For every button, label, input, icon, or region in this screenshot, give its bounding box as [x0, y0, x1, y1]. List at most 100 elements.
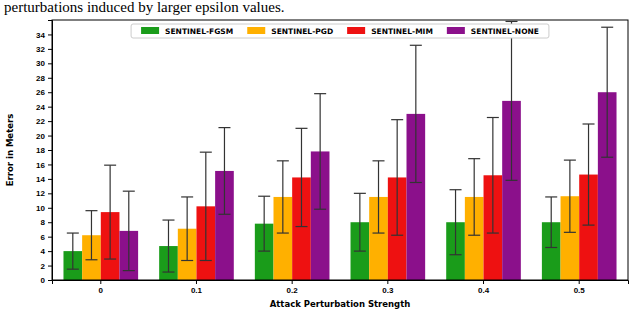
y-tick: 18: [36, 146, 52, 155]
legend-swatch: [247, 27, 265, 34]
y-tick-label: 22: [36, 117, 45, 126]
y-tick: 26: [36, 88, 52, 97]
error-line: [359, 193, 360, 251]
error-cap: [354, 251, 366, 252]
y-tick-mark: [48, 150, 52, 151]
y-tick: 12: [36, 189, 52, 198]
x-axis-title: Attack Perturbation Strength: [270, 299, 411, 309]
series: [119, 21, 616, 280]
error-cap: [277, 232, 289, 233]
legend-swatch: [447, 27, 465, 34]
legend-swatch: [347, 27, 365, 34]
y-tick-mark: [48, 92, 52, 93]
error-bar: [410, 45, 422, 182]
y-tick-label: 14: [36, 175, 45, 184]
error-bar: [277, 161, 289, 233]
y-tick-label: 2: [41, 262, 46, 271]
marks: [63, 21, 616, 280]
x-tick-mark: [579, 280, 580, 284]
error-line: [569, 160, 570, 232]
error-line: [187, 197, 188, 261]
legend-box: [131, 24, 549, 38]
y-axis-title: Error in Meters: [5, 114, 15, 186]
error-cap: [123, 270, 135, 271]
x-tick-mark: [100, 280, 101, 284]
x-tick-label: 0.2: [287, 286, 299, 295]
error-line: [91, 211, 92, 260]
legend-item: SENTINEL-FGSM: [141, 27, 233, 36]
error-cap: [506, 180, 518, 181]
y-tick: 20: [36, 132, 52, 141]
error-line: [415, 45, 416, 182]
error-cap: [450, 189, 462, 190]
error-cap: [468, 235, 480, 236]
x-tick: 0.2: [287, 280, 299, 295]
x-tick: 0.4: [478, 280, 490, 295]
error-bar: [583, 124, 595, 225]
y-tick-label: 16: [36, 161, 45, 170]
error-bar: [468, 159, 480, 236]
error-bar: [450, 190, 462, 255]
error-bar: [564, 160, 576, 232]
error-line: [551, 197, 552, 248]
y-tick-mark: [48, 107, 52, 108]
y-tick-mark: [48, 63, 52, 64]
x-axis: 00.10.20.30.40.5: [53, 280, 629, 295]
y-tick-mark: [48, 222, 52, 223]
y-tick-label: 8: [41, 218, 46, 227]
error-cap: [67, 232, 79, 233]
error-cap: [487, 232, 499, 233]
y-tick-mark: [48, 121, 52, 122]
series: [101, 118, 598, 281]
error-line: [282, 161, 283, 233]
y-tick-mark: [48, 34, 52, 35]
error-bar: [295, 128, 307, 226]
error-cap: [487, 117, 499, 118]
x-tick-mark: [483, 280, 484, 284]
error-line: [397, 120, 398, 236]
error-cap: [314, 93, 326, 94]
error-line: [588, 124, 589, 225]
error-cap: [545, 196, 557, 197]
x-tick-label: 0.5: [574, 286, 586, 295]
error-line: [474, 159, 475, 236]
legend-item: SENTINEL-NONE: [447, 27, 539, 36]
y-tick-mark: [48, 136, 52, 137]
error-cap: [601, 27, 613, 28]
x-tick-label: 0: [99, 286, 104, 295]
y-axis: 0246810121416182022242628303234: [36, 21, 52, 286]
error-line: [301, 128, 302, 226]
error-line: [378, 161, 379, 233]
error-line: [455, 190, 456, 255]
y-tick: 30: [36, 59, 52, 68]
y-tick-mark: [48, 266, 52, 267]
error-cap: [354, 193, 366, 194]
error-cap: [277, 160, 289, 161]
error-cap: [200, 152, 212, 153]
y-tick-mark: [48, 237, 52, 238]
legend: SENTINEL-FGSMSENTINEL-PGDSENTINEL-MIMSEN…: [131, 24, 549, 38]
error-bar: [354, 193, 366, 251]
error-cap: [295, 128, 307, 129]
error-cap: [104, 258, 116, 259]
y-tick-label: 20: [36, 132, 45, 141]
error-cap: [373, 232, 385, 233]
error-bar: [506, 21, 518, 180]
error-cap: [218, 127, 230, 128]
legend-swatch: [141, 27, 159, 34]
error-cap: [450, 254, 462, 255]
error-bar: [85, 211, 97, 260]
x-tick: 0.5: [574, 280, 586, 295]
error-line: [168, 220, 169, 272]
legend-label: SENTINEL-PGD: [271, 27, 333, 36]
y-tick: 6: [41, 233, 52, 242]
error-line: [224, 128, 225, 215]
error-cap: [601, 157, 613, 158]
error-bar: [218, 128, 230, 215]
y-tick-label: 24: [36, 103, 45, 112]
error-cap: [391, 119, 403, 120]
y-tick: 32: [36, 45, 52, 54]
error-bar: [104, 165, 116, 259]
error-cap: [258, 251, 270, 252]
error-cap: [506, 21, 518, 22]
